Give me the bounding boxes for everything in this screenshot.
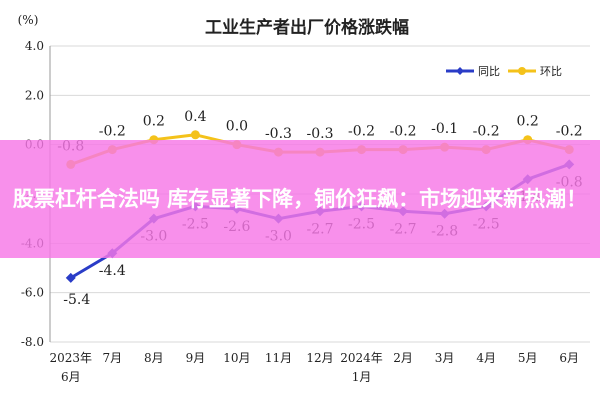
x-tick-label: 2024年 — [340, 351, 383, 365]
legend-label: 同比 — [478, 65, 500, 78]
data-label: -0.3 — [307, 126, 334, 142]
data-label: 0.4 — [184, 109, 206, 125]
data-label: -5.4 — [63, 292, 90, 308]
data-label: -0.2 — [556, 124, 583, 140]
data-label: -0.2 — [348, 124, 375, 140]
chart-title: 工业生产者出厂价格涨跌幅 — [205, 17, 409, 38]
data-label: 0.2 — [517, 114, 539, 130]
series-marker — [65, 272, 76, 283]
x-tick-label: 2023年 — [49, 351, 92, 365]
promo-banner[interactable]: 股票杠杆合法吗 库存显著下降，铜价狂飙：市场迎来新热潮！ — [0, 140, 600, 258]
y-tick-label: 4.0 — [25, 39, 44, 53]
x-tick-label: 11月 — [265, 351, 292, 365]
x-tick-label: 6月 — [61, 370, 81, 384]
data-label: 0.0 — [226, 119, 248, 135]
data-label: -0.2 — [473, 124, 500, 140]
x-tick-label: 7月 — [102, 351, 122, 365]
x-tick-label: 1月 — [352, 370, 372, 384]
x-tick-label: 5月 — [518, 351, 538, 365]
data-label: -4.4 — [99, 263, 126, 279]
x-tick-label: 10月 — [223, 351, 250, 365]
y-tick-label: -8.0 — [21, 335, 44, 349]
data-label: -0.2 — [99, 124, 126, 140]
x-tick-label: 4月 — [476, 351, 496, 365]
banner-text: 股票杠杆合法吗 库存显著下降，铜价狂飙：市场迎来新热潮！ — [12, 187, 588, 211]
data-label: -0.2 — [390, 124, 417, 140]
series-marker — [190, 130, 200, 140]
data-label: 0.2 — [143, 114, 165, 130]
legend-swatch-marker — [456, 67, 464, 75]
legend-swatch-marker — [518, 67, 526, 75]
y-tick-label: -6.0 — [21, 286, 44, 300]
x-tick-label: 9月 — [186, 351, 206, 365]
x-tick-label: 3月 — [435, 351, 455, 365]
x-tick-label: 2月 — [393, 351, 413, 365]
data-label: -0.3 — [265, 126, 292, 142]
y-unit-label: (%) — [18, 13, 39, 27]
x-tick-label: 8月 — [144, 351, 164, 365]
x-tick-layer: 2023年 6月 7月 8月 9月 10月 11月 12月 2024年 1月 2月 3月 4月 5月 6月 — [49, 351, 579, 384]
data-label: -0.1 — [431, 121, 458, 137]
x-tick-label: 6月 — [559, 351, 579, 365]
legend: 同比 环比 — [446, 65, 562, 78]
legend-label: 环比 — [540, 65, 562, 78]
y-tick-label: 2.0 — [25, 88, 44, 102]
x-tick-label: 12月 — [306, 351, 333, 365]
